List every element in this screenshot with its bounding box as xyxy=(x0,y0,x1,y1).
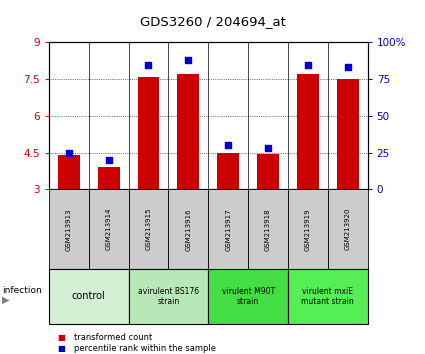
Text: GSM213917: GSM213917 xyxy=(225,208,231,251)
Text: GSM213913: GSM213913 xyxy=(66,208,72,251)
Point xyxy=(304,62,311,67)
Text: virulent mxiE
mutant strain: virulent mxiE mutant strain xyxy=(301,287,354,306)
Text: infection: infection xyxy=(2,286,42,295)
Text: avirulent BS176
strain: avirulent BS176 strain xyxy=(138,287,199,306)
Text: ■: ■ xyxy=(57,332,65,342)
Text: GSM213914: GSM213914 xyxy=(106,208,112,251)
Text: GSM213916: GSM213916 xyxy=(185,208,191,251)
Text: GSM213918: GSM213918 xyxy=(265,208,271,251)
Text: GSM213915: GSM213915 xyxy=(145,208,151,251)
Text: control: control xyxy=(72,291,105,302)
Text: virulent M90T
strain: virulent M90T strain xyxy=(221,287,275,306)
Bar xyxy=(58,155,80,189)
Point xyxy=(265,145,272,151)
Text: percentile rank within the sample: percentile rank within the sample xyxy=(74,344,216,353)
Bar xyxy=(217,153,239,189)
Text: transformed count: transformed count xyxy=(74,332,153,342)
Bar xyxy=(98,167,119,189)
Point xyxy=(225,142,232,148)
Point xyxy=(185,57,192,63)
Bar xyxy=(297,74,319,189)
Text: GSM213919: GSM213919 xyxy=(305,208,311,251)
Bar xyxy=(337,79,359,189)
Point xyxy=(65,150,72,155)
Bar xyxy=(138,77,159,189)
Text: GSM213920: GSM213920 xyxy=(345,208,351,251)
Point xyxy=(344,65,351,70)
Text: GDS3260 / 204694_at: GDS3260 / 204694_at xyxy=(139,15,286,28)
Point xyxy=(145,62,152,67)
Bar xyxy=(257,154,279,189)
Text: ■: ■ xyxy=(57,344,65,353)
Text: ▶: ▶ xyxy=(2,294,10,304)
Bar xyxy=(177,74,199,189)
Point xyxy=(105,157,112,163)
